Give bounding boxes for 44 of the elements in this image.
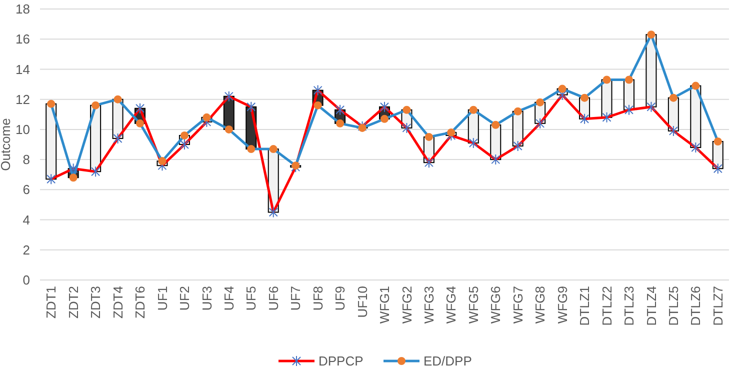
x-tick-label: UF8 xyxy=(310,286,326,311)
y-tick-label: 2 xyxy=(22,242,30,258)
y-tick-label: 16 xyxy=(16,32,30,47)
x-tick-label: UF2 xyxy=(177,286,192,311)
x-tick-label: UF10 xyxy=(354,286,370,318)
x-tick-label: WFG1 xyxy=(377,286,392,324)
legend-label: DPPCP xyxy=(318,354,364,369)
x-tick-label: DTLZ7 xyxy=(710,286,726,326)
x-tick-label: UF4 xyxy=(221,286,236,311)
x-tick-label: WFG3 xyxy=(422,286,436,324)
y-tick-label: 10 xyxy=(16,122,30,137)
x-tick-label: ZDT3 xyxy=(88,286,104,318)
x-tick-label: DTLZ3 xyxy=(622,286,637,326)
x-tick-label: WFG8 xyxy=(532,286,548,324)
x-tick-label: WFG2 xyxy=(399,286,414,324)
x-tick-label: UF3 xyxy=(199,286,214,311)
x-tick-label: WFG6 xyxy=(488,286,504,324)
x-tick-label: ZDT1 xyxy=(44,286,59,318)
y-tick-label: 6 xyxy=(22,182,30,198)
y-tick-label: 14 xyxy=(16,62,30,77)
x-tick-label: WFG9 xyxy=(554,286,570,324)
x-tick-label: WFG4 xyxy=(444,286,459,324)
x-tick-label: UF6 xyxy=(266,286,281,311)
x-tick-label: DTLZ2 xyxy=(599,286,614,326)
legend-label: ED/DPP xyxy=(424,354,472,369)
y-tick-label: 0 xyxy=(22,272,30,288)
y-axis-title: Outcome xyxy=(0,118,13,171)
y-tick-label: 18 xyxy=(16,2,30,17)
x-tick-label: ZDT6 xyxy=(132,286,148,318)
y-tick-label: 4 xyxy=(22,212,30,228)
x-tick-label: UF7 xyxy=(288,286,304,311)
x-tick-label: ZDT2 xyxy=(66,286,81,318)
x-tick-label: DTLZ4 xyxy=(644,286,659,326)
x-tick-label: UF5 xyxy=(244,286,259,311)
x-tick-label: DTLZ1 xyxy=(577,286,592,326)
x-tick-label: ZDT4 xyxy=(110,286,126,318)
y-tick-label: 12 xyxy=(16,92,30,107)
x-tick-label: WFG7 xyxy=(510,286,526,324)
x-tick-label: UF9 xyxy=(332,286,348,311)
y-tick-label: 8 xyxy=(22,152,30,168)
x-tick-label: DTLZ6 xyxy=(688,286,704,326)
x-tick-label: DTLZ5 xyxy=(666,286,681,326)
x-tick-label: WFG5 xyxy=(466,286,481,324)
x-tick-label: UF1 xyxy=(154,286,170,311)
